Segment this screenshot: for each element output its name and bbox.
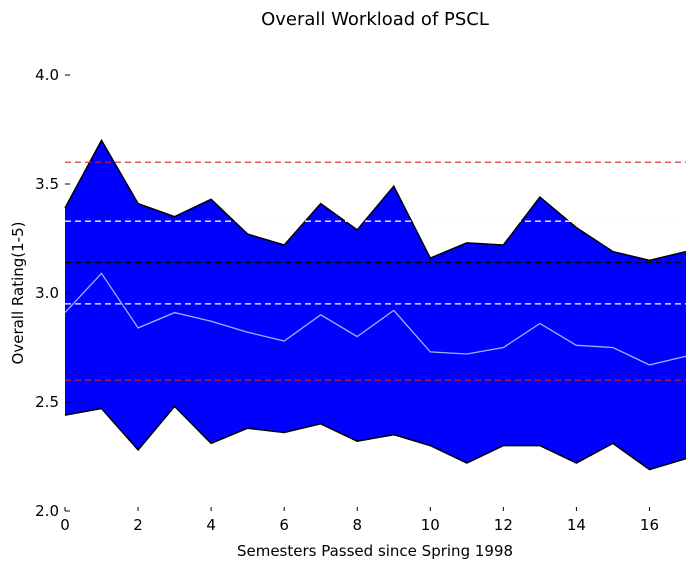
y-tick-label: 3.0 xyxy=(35,284,59,302)
x-tick-label: 4 xyxy=(206,516,216,534)
x-axis-label: Semesters Passed since Spring 1998 xyxy=(237,542,513,560)
axes: 0 2 4 6 8 10 12 14 16 2.0 2.5 3.0 3.5 4.0 xyxy=(35,66,659,534)
x-tick-label: 14 xyxy=(567,516,586,534)
x-tick-label: 6 xyxy=(279,516,289,534)
y-tick-label: 2.5 xyxy=(35,393,59,411)
mean-line xyxy=(64,272,687,366)
y-tick-label: 3.5 xyxy=(35,175,59,193)
x-tick-label: 16 xyxy=(640,516,659,534)
area-layer xyxy=(64,138,687,471)
upper-line xyxy=(64,138,687,262)
lower-line xyxy=(64,405,687,471)
x-tick-label: 10 xyxy=(421,516,440,534)
reference-lines xyxy=(65,161,686,381)
x-tick-label: 0 xyxy=(60,516,70,534)
band-fill xyxy=(65,140,686,470)
x-tick-label: 2 xyxy=(133,516,143,534)
chart-title: Overall Workload of PSCL xyxy=(261,9,489,30)
y-axis-label: Overall Rating(1-5) xyxy=(9,222,27,365)
y-tick-label: 4.0 xyxy=(35,66,59,84)
x-tick-label: 8 xyxy=(352,516,362,534)
y-tick-label: 2.0 xyxy=(35,502,59,520)
x-tick-label: 12 xyxy=(494,516,513,534)
